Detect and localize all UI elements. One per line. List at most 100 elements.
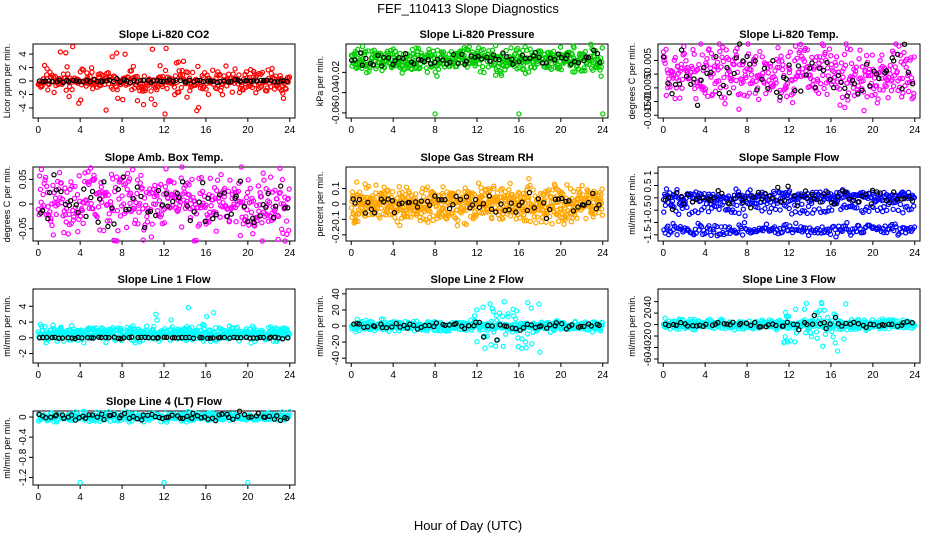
data-point	[389, 189, 396, 195]
data-point	[883, 83, 889, 89]
data-point	[713, 53, 719, 60]
data-point	[218, 171, 224, 178]
data-point	[105, 192, 112, 198]
data-point	[205, 214, 211, 220]
data-point	[713, 78, 720, 85]
x-tick-label: 12	[783, 370, 795, 381]
data-point	[152, 101, 158, 108]
x-tick-label: 0	[348, 125, 354, 136]
data-point	[277, 165, 283, 171]
data-point	[508, 45, 514, 51]
data-point	[86, 181, 92, 188]
data-point	[581, 65, 587, 71]
data-point	[678, 61, 685, 68]
data-point	[538, 219, 545, 225]
data-point	[715, 67, 721, 73]
data-point	[880, 87, 886, 93]
data-point	[826, 46, 833, 52]
data-point	[598, 64, 605, 70]
data-point	[113, 84, 119, 90]
x-tick-label: 4	[77, 370, 83, 381]
data-point	[910, 80, 916, 87]
y-tick-label: -4	[18, 103, 29, 112]
data-point	[221, 190, 227, 196]
x-tick-label: 4	[390, 248, 396, 259]
data-point	[740, 79, 746, 85]
data-point	[122, 181, 129, 187]
data-point	[900, 209, 906, 216]
data-point	[459, 51, 465, 58]
data-point	[492, 42, 499, 49]
data-point	[504, 54, 510, 60]
data-point	[897, 52, 904, 58]
data-point	[599, 45, 606, 51]
data-point	[582, 67, 588, 74]
data-point	[358, 50, 364, 56]
data-point	[877, 87, 883, 93]
data-point	[777, 207, 783, 213]
data-point	[226, 218, 233, 224]
data-point	[523, 345, 529, 351]
data-point	[282, 238, 288, 244]
data-point	[129, 166, 136, 173]
data-point	[212, 195, 218, 201]
data-point	[838, 79, 844, 86]
data-point	[144, 219, 151, 225]
data-point	[432, 111, 438, 117]
data-point	[600, 111, 606, 117]
data-point	[207, 175, 213, 181]
data-point	[716, 78, 722, 84]
data-point	[126, 206, 132, 212]
data-point	[490, 52, 497, 58]
data-point	[159, 202, 166, 208]
data-point	[214, 177, 221, 183]
data-point	[864, 61, 870, 67]
data-point	[233, 193, 239, 199]
data-point	[140, 206, 146, 212]
data-point	[897, 75, 903, 82]
data-point	[178, 84, 184, 91]
data-point	[94, 214, 100, 220]
data-point	[101, 179, 107, 185]
data-point	[538, 48, 544, 55]
data-point	[152, 201, 159, 208]
data-point	[110, 78, 117, 85]
data-point	[786, 62, 792, 68]
data-point	[103, 339, 109, 346]
data-point	[51, 172, 57, 178]
data-point	[510, 61, 516, 67]
data-point	[816, 54, 823, 60]
x-tick-label: 0	[35, 370, 41, 381]
data-point	[701, 64, 707, 71]
data-point	[225, 205, 231, 212]
data-point	[148, 96, 155, 102]
x-tick-label: 20	[242, 248, 254, 259]
data-point	[171, 84, 178, 90]
data-point	[435, 66, 442, 73]
data-point	[96, 196, 103, 202]
y-tick-label: 0.1	[331, 181, 342, 195]
x-tick-label: 16	[200, 125, 212, 136]
data-point	[748, 72, 755, 78]
data-point	[908, 55, 914, 61]
data-point	[390, 61, 396, 68]
data-point	[557, 44, 564, 50]
data-point	[844, 93, 850, 99]
data-point	[271, 79, 277, 85]
data-point	[488, 342, 494, 348]
data-point	[84, 70, 90, 76]
data-point	[41, 62, 48, 69]
x-tick-label: 8	[744, 125, 750, 136]
data-point	[195, 104, 202, 111]
data-point	[425, 57, 431, 63]
y-tick-label: 20	[643, 307, 654, 319]
data-point	[852, 71, 858, 78]
data-point	[285, 195, 291, 202]
data-point	[726, 90, 732, 96]
data-point	[795, 63, 802, 69]
data-point	[259, 238, 265, 244]
data-point	[882, 82, 888, 88]
data-point	[50, 232, 57, 238]
data-point	[528, 305, 535, 311]
data-point	[196, 221, 203, 227]
